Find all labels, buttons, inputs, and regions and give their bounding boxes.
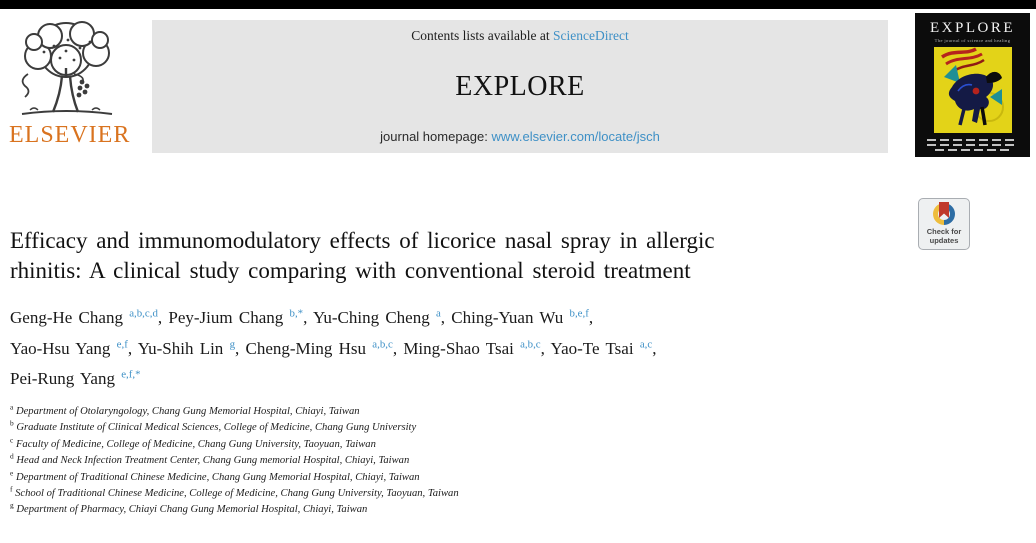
article-title: Efficacy and immunomodulatory effects of… [10,226,915,286]
author-name: Pei-Rung Yang [10,369,122,388]
cover-journal-title: EXPLORE [930,20,1015,36]
sciencedirect-link[interactable]: ScienceDirect [553,28,629,43]
header-divider-bar [0,0,1036,9]
author-affiliation-superscript: e,f,* [121,368,141,381]
affiliation-superscript: d [10,451,14,461]
affiliation-line: b Graduate Institute of Clinical Medical… [10,418,417,434]
check-for-updates-label: Check for updates [926,227,962,245]
elsevier-wordmark: ELSEVIER [9,122,131,148]
author-name: Ching-Yuan Wu [451,308,570,327]
journal-banner: Contents lists available at ScienceDirec… [152,20,888,153]
article-title-line-2: rhinitis: A clinical study comparing wit… [10,258,691,283]
author-name: Pey-Jium Chang [168,308,290,327]
author-line: Geng-He Chang a,b,c,d, Pey-Jium Chang b,… [10,307,594,327]
author-name: Yao-Hsu Yang [10,338,117,358]
author-name: Ming-Shao Tsai [403,338,521,358]
author-line: Yao-Hsu Yang e,f, Yu-Shih Lin g, Cheng-M… [10,337,657,358]
author-affiliation-superscript: b,* [289,307,304,320]
elsevier-logo: ELSEVIER [8,18,144,156]
crossmark-icon [933,202,955,225]
affiliation-line: a Department of Otolaryngology, Chang Gu… [10,402,360,417]
affiliation-line: g Department of Pharmacy, Chiayi Chang G… [10,500,368,516]
author-line: Pei-Rung Yang e,f,* [10,364,915,395]
contents-line: Contents lists available at ScienceDirec… [411,28,628,44]
author-name: Cheng-Ming Hsu [245,338,373,358]
affiliation-superscript: f [10,484,13,494]
homepage-prefix: journal homepage: [380,129,492,144]
cover-artwork-horse-painting [933,47,1012,133]
check-for-updates-badge[interactable]: Check for updates [918,198,970,250]
author-affiliation-superscript: a,c [639,337,653,350]
author-affiliation-superscript: a,b,c [372,337,393,350]
author-affiliation-superscript: b,e,f [569,307,589,320]
homepage-url-link[interactable]: www.elsevier.com/locate/jsch [491,129,660,144]
affiliation-superscript: c [10,435,14,445]
author-affiliation-superscript: a,b,c [520,337,541,350]
journal-cover-thumbnail[interactable]: EXPLORE The journal of science and heali… [915,13,1030,157]
affiliation-superscript: g [10,500,14,510]
affiliation-superscript: b [10,418,14,428]
cover-footer-text-lines [927,136,1018,151]
article-title-line-1: Efficacy and immunomodulatory effects of… [10,228,715,253]
author-name: Geng-He Chang [10,308,130,327]
contents-line-prefix: Contents lists available at [411,28,553,43]
cover-journal-subtitle: The journal of science and healing [934,38,1011,43]
author-affiliation-superscript: a [435,307,441,320]
affiliation-superscript: e [10,468,14,478]
affiliation-line: c Faculty of Medicine, College of Medici… [10,435,376,450]
affiliation-line: f School of Traditional Chinese Medicine… [10,484,459,500]
affiliation-superscript: a [10,402,14,412]
author-name: Yao-Te Tsai [550,338,640,358]
elsevier-tree-icon [21,21,113,115]
author-name: Yu-Ching Cheng [312,308,436,327]
author-affiliation-superscript: g [229,337,235,350]
affiliation-line: e Department of Traditional Chinese Medi… [10,468,420,483]
author-name: Yu-Shih Lin [137,338,230,358]
affiliation-line: d Head and Neck Infection Treatment Cent… [10,451,410,467]
homepage-line: journal homepage: www.elsevier.com/locat… [380,129,660,144]
authors-block: Geng-He Chang a,b,c,d, Pey-Jium Chang b,… [10,303,915,395]
bottom-rule [0,0,1036,2]
affiliations-block: a Department of Otolaryngology, Chang Gu… [10,402,950,519]
author-affiliation-superscript: e,f [116,337,128,350]
author-affiliation-superscript: a,b,c,d [129,307,158,320]
journal-name: EXPLORE [455,70,585,102]
